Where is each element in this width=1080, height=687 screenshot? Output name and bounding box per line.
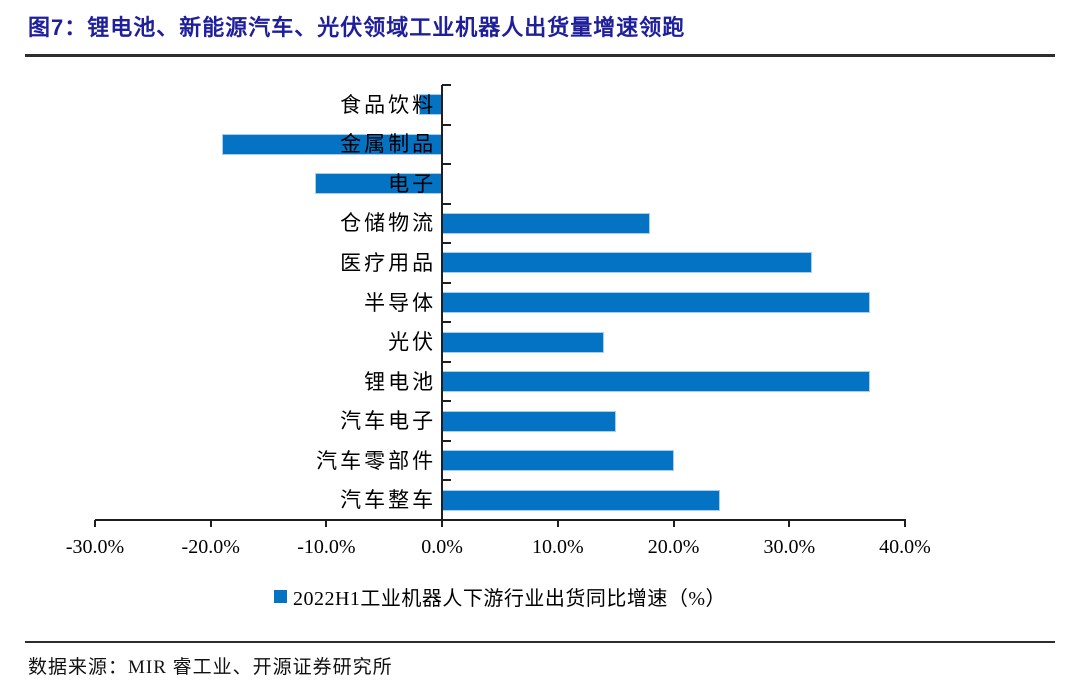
x-axis-line bbox=[95, 519, 906, 521]
x-axis-tick bbox=[788, 520, 791, 527]
x-axis-tick bbox=[325, 520, 328, 527]
legend-label: 2022H1工业机器人下游行业出货同比增速（%） bbox=[292, 587, 727, 610]
y-axis-tick bbox=[442, 281, 452, 284]
bar-10 bbox=[442, 489, 720, 511]
x-tick-label: 40.0% bbox=[879, 536, 931, 558]
y-axis-tick bbox=[442, 84, 452, 86]
y-axis-tick bbox=[442, 123, 452, 126]
category-label: 医疗用品 bbox=[340, 250, 437, 275]
x-tick-label: -10.0% bbox=[297, 536, 356, 558]
y-axis-tick bbox=[442, 163, 452, 166]
x-tick-label: 20.0% bbox=[647, 536, 700, 558]
y-axis-tick bbox=[442, 439, 452, 442]
y-axis-tick bbox=[442, 202, 452, 205]
category-label: 金属制品 bbox=[340, 132, 437, 157]
category-label: 仓储物流 bbox=[340, 211, 437, 236]
footer-divider bbox=[25, 641, 1055, 643]
category-label: 电子 bbox=[388, 171, 437, 196]
y-axis-tick bbox=[442, 479, 452, 482]
bar-5 bbox=[442, 292, 871, 313]
bar-6 bbox=[442, 331, 605, 353]
x-tick-label: -20.0% bbox=[181, 536, 240, 558]
bar-9 bbox=[442, 450, 674, 472]
chart-legend: 2022H1工业机器人下游行业出货同比增速（%） bbox=[95, 581, 905, 611]
y-axis-tick bbox=[442, 360, 452, 363]
x-axis-tick bbox=[441, 520, 444, 527]
x-tick-label: 10.0% bbox=[532, 536, 584, 558]
figure-title: 图7：锂电池、新能源汽车、光伏领域工业机器人出货量增速领跑 bbox=[28, 15, 686, 40]
x-axis-tick bbox=[672, 520, 675, 527]
x-tick-label: 30.0% bbox=[763, 536, 816, 558]
data-source: 数据来源：MIR 睿工业、开源证券研究所 bbox=[28, 657, 393, 678]
x-axis-tick bbox=[904, 520, 906, 527]
y-axis-line bbox=[441, 85, 444, 521]
y-axis-tick bbox=[442, 242, 452, 245]
bar-8 bbox=[442, 410, 616, 432]
title-divider bbox=[25, 54, 1055, 57]
category-label: 光伏 bbox=[388, 330, 437, 355]
category-label: 锂电池 bbox=[364, 369, 437, 394]
y-axis-tick bbox=[442, 321, 452, 324]
category-label: 汽车零部件 bbox=[316, 448, 437, 473]
x-axis-tick bbox=[94, 520, 96, 527]
x-tick-label: 0.0% bbox=[421, 536, 463, 558]
bar-4 bbox=[442, 252, 813, 274]
category-label: 半导体 bbox=[364, 290, 437, 315]
bar-7 bbox=[442, 371, 871, 393]
x-axis-tick bbox=[556, 520, 559, 527]
x-tick-label: -30.0% bbox=[65, 536, 125, 558]
legend-marker-square bbox=[273, 589, 287, 603]
y-axis-tick bbox=[442, 400, 452, 403]
category-label: 食品饮料 bbox=[340, 92, 437, 117]
category-label: 汽车整车 bbox=[340, 488, 437, 513]
x-axis-tick bbox=[209, 520, 212, 527]
bar-3 bbox=[442, 212, 651, 234]
category-label: 汽车电子 bbox=[340, 409, 437, 434]
